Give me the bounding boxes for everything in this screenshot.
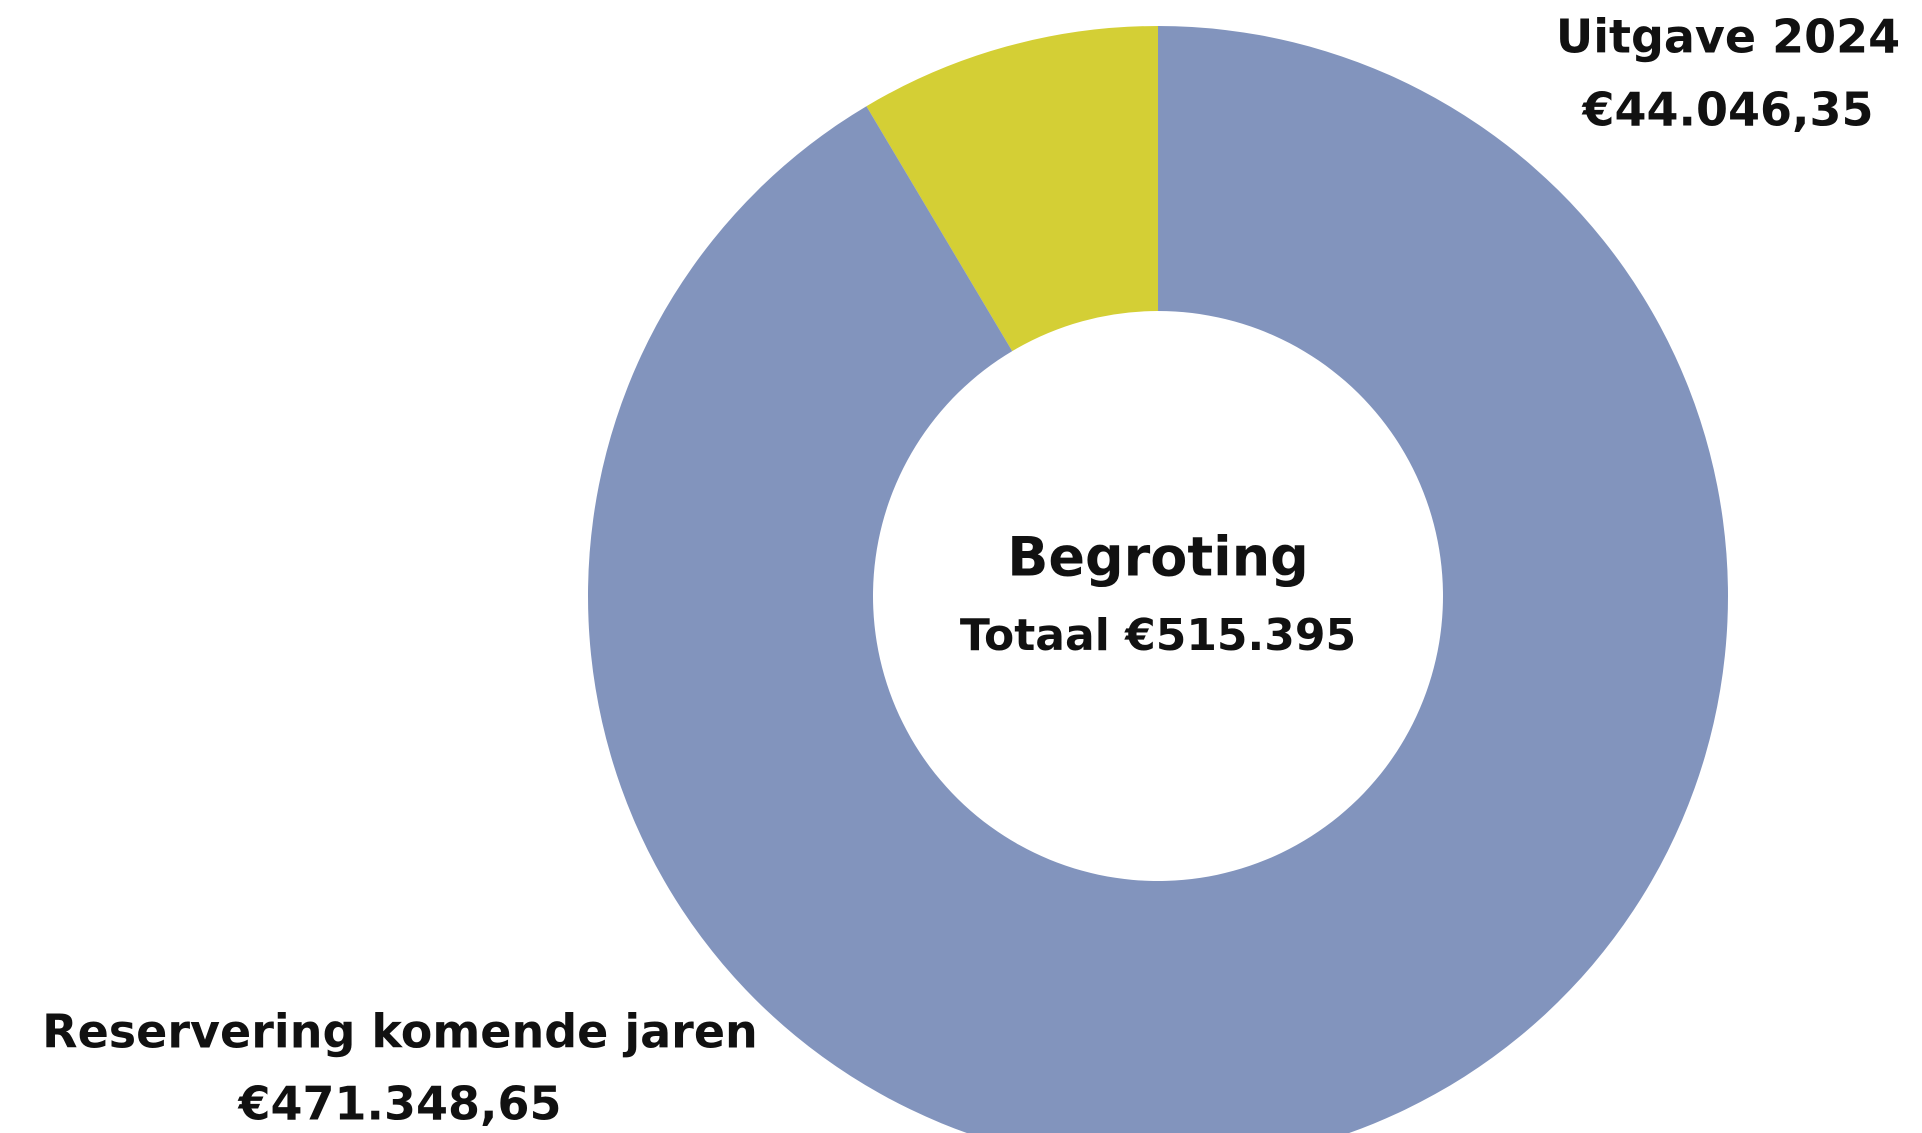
center-title: Begroting xyxy=(1007,526,1309,589)
slice xyxy=(866,26,1158,352)
slice-label: Uitgave 2024 xyxy=(1556,10,1900,64)
slices xyxy=(588,26,1728,1133)
slice-value-label: €44.046,35 xyxy=(1581,83,1873,137)
center-subtitle: Totaal €515.395 xyxy=(960,610,1356,661)
slice-label: Reservering komende jaren xyxy=(42,1005,758,1059)
slice xyxy=(588,26,1728,1133)
slice-value-label: €471.348,65 xyxy=(237,1077,561,1131)
